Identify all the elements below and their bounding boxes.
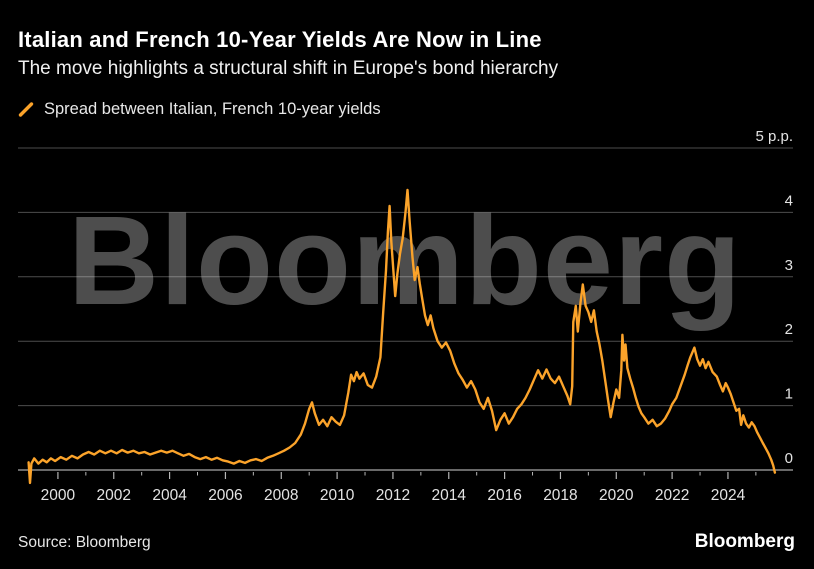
x-axis-label: 2022: [655, 487, 689, 504]
chart-title: Italian and French 10-Year Yields Are No…: [18, 27, 542, 52]
x-axis-label: 2018: [543, 487, 577, 504]
y-axis-label: 5 p.p.: [755, 128, 793, 145]
x-axis-label: 2016: [487, 487, 521, 504]
x-axis-label: 2000: [41, 487, 76, 504]
x-axis-label: 2010: [320, 487, 355, 504]
y-axis-label: 1: [785, 386, 793, 403]
x-axis-label: 2012: [376, 487, 410, 504]
bloomberg-logo: Bloomberg: [694, 531, 795, 552]
x-axis-label: 2020: [599, 487, 634, 504]
y-axis-label: 0: [785, 450, 793, 467]
y-axis-label: 2: [785, 321, 793, 338]
x-axis-label: 2008: [264, 487, 298, 504]
source-note: Source: Bloomberg: [18, 534, 151, 551]
chart-subtitle: The move highlights a structural shift i…: [18, 58, 559, 79]
legend-label: Spread between Italian, French 10-year y…: [44, 100, 381, 118]
x-axis-label: 2002: [97, 487, 131, 504]
y-axis-label: 4: [785, 192, 793, 209]
x-axis-label: 2006: [208, 487, 242, 504]
x-axis-label: 2024: [711, 487, 746, 504]
spread-series-line: [27, 188, 777, 485]
x-axis-label: 2014: [432, 487, 467, 504]
legend: Spread between Italian, French 10-year y…: [18, 100, 381, 119]
legend-line-icon: [18, 102, 34, 117]
x-axis-label: 2004: [152, 487, 187, 504]
y-axis-label: 3: [785, 257, 793, 274]
